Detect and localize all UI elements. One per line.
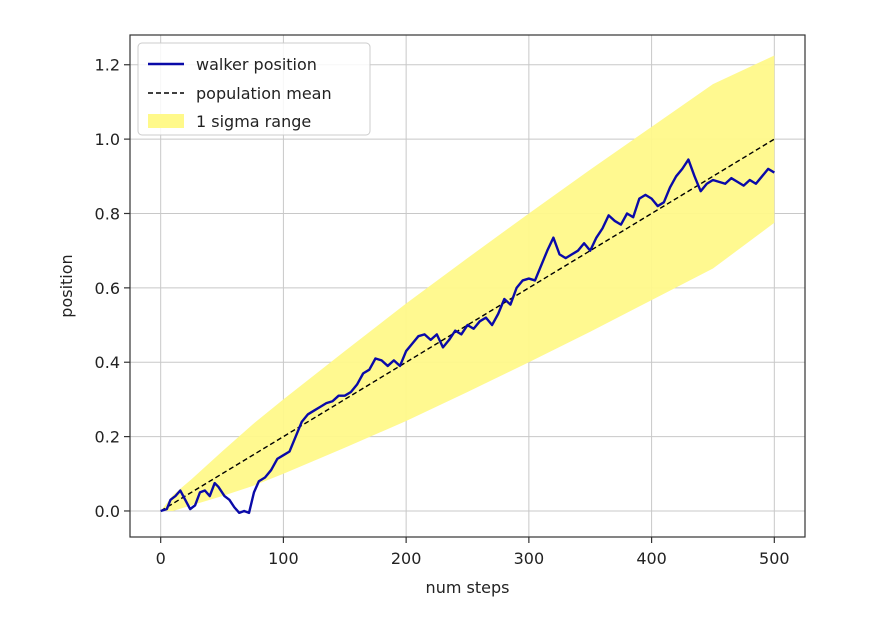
x-tick-label: 200 bbox=[391, 549, 422, 568]
y-tick-label: 1.0 bbox=[95, 130, 120, 149]
legend-band-swatch bbox=[148, 114, 184, 128]
y-axis-label: position bbox=[57, 254, 76, 317]
legend: walker position population mean 1 sigma … bbox=[137, 42, 371, 136]
sigma-band-layer bbox=[160, 55, 775, 511]
x-ticks: 0 100 200 300 400 500 bbox=[156, 537, 790, 568]
walker-position-line bbox=[160, 158, 775, 515]
x-axis-label: num steps bbox=[426, 578, 510, 597]
legend-band-label: 1 sigma range bbox=[196, 112, 311, 131]
y-tick-label: 0.0 bbox=[95, 502, 120, 521]
x-tick-label: 100 bbox=[268, 549, 299, 568]
y-tick-label: 1.2 bbox=[95, 56, 120, 75]
legend-walker-label: walker position bbox=[196, 55, 317, 74]
y-tick-label: 0.8 bbox=[95, 204, 120, 223]
legend-box bbox=[137, 42, 371, 136]
plot-frame bbox=[129, 34, 806, 538]
x-tick-label: 500 bbox=[759, 549, 790, 568]
y-tick-label: 0.4 bbox=[95, 353, 120, 372]
legend-mean-label: population mean bbox=[196, 84, 332, 103]
y-ticks: 0.0 0.2 0.4 0.6 0.8 1.0 1.2 bbox=[95, 56, 130, 521]
x-tick-label: 400 bbox=[636, 549, 667, 568]
sigma-band bbox=[160, 55, 775, 511]
y-tick-label: 0.6 bbox=[95, 279, 120, 298]
x-tick-label: 300 bbox=[514, 549, 545, 568]
y-tick-label: 0.2 bbox=[95, 428, 120, 447]
x-tick-label: 0 bbox=[156, 549, 166, 568]
walker-position-layer bbox=[160, 158, 775, 515]
